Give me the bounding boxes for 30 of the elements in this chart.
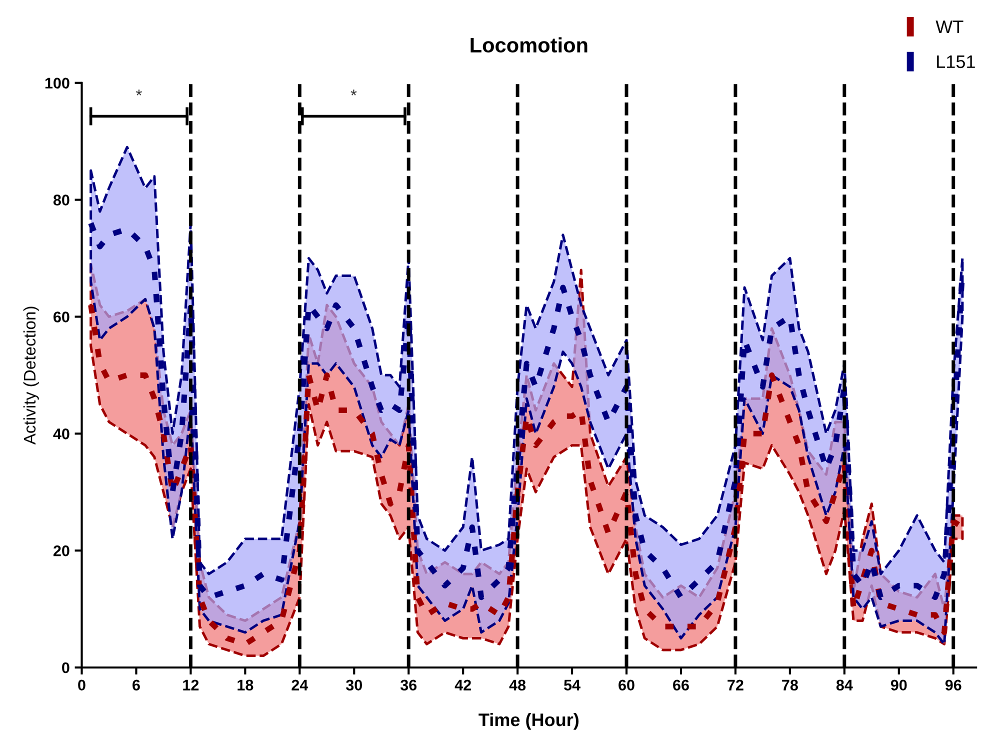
x-tick-label: 18 (238, 680, 254, 691)
y-tick-label: 60 (54, 312, 70, 322)
x-tick-label: 30 (346, 680, 362, 691)
y-tick-label: 0 (62, 662, 70, 674)
legend-label: L151 (937, 56, 975, 68)
y-axis-title: Activity (Detection) (23, 306, 39, 445)
y-tick-label: 100 (45, 78, 70, 89)
x-tick-label: 24 (292, 680, 308, 690)
legend-label: WT (936, 20, 964, 34)
x-tick-label: 60 (618, 680, 634, 691)
x-tick-label: 72 (728, 680, 744, 690)
x-tick-label: 48 (509, 680, 526, 691)
y-tick-label: 80 (53, 194, 70, 206)
chart-title: Locomotion (470, 37, 588, 53)
x-tick-label: 90 (890, 680, 907, 691)
x-tick-label: 96 (945, 680, 962, 691)
y-tick-label: 20 (53, 545, 70, 556)
x-tick-label: 0 (78, 680, 86, 691)
x-tick-label: 12 (183, 680, 199, 690)
x-tick-label: 78 (782, 680, 798, 691)
x-tick-label: 54 (564, 680, 580, 691)
x-tick-label: 36 (400, 680, 417, 691)
x-tick-label: 42 (454, 680, 471, 690)
x-tick-label: 66 (673, 680, 689, 691)
y-tick-label: 40 (53, 428, 70, 440)
x-tick-label: 6 (132, 680, 140, 691)
x-axis-title: Time (Hour) (478, 712, 579, 730)
annotation: * (350, 90, 357, 96)
x-tick-label: 84 (836, 680, 853, 691)
annotation: * (136, 90, 142, 96)
